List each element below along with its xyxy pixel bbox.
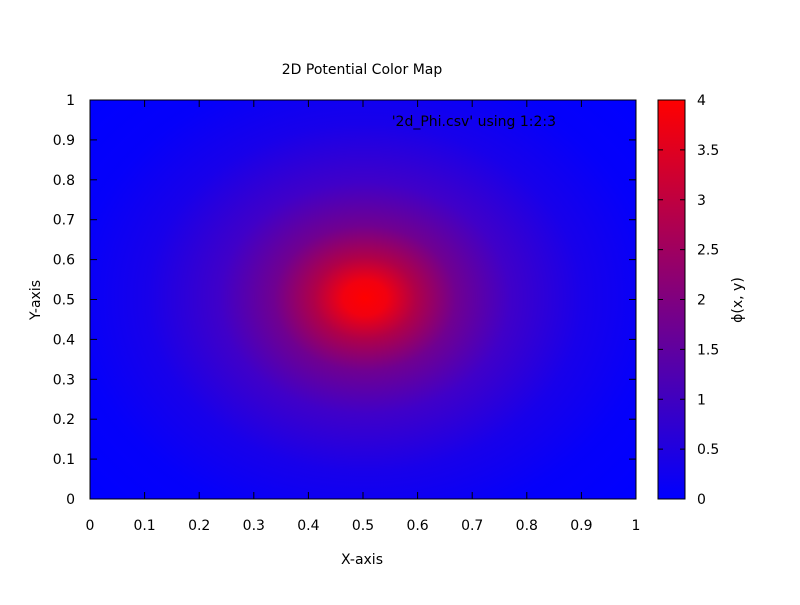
heatmap-area xyxy=(90,100,636,499)
x-tick-label: 0 xyxy=(86,518,95,534)
x-tick-label: 0.2 xyxy=(188,518,210,534)
colorbar-tick-label: 2.5 xyxy=(697,243,719,259)
colorbar-ticks: 0 0.5 1 1.5 2 2.5 3 3.5 4 xyxy=(658,93,719,508)
y-axis-ticks: 0 0.1 0.2 0.3 0.4 0.5 0.6 0.7 0.8 0.9 1 xyxy=(53,93,636,508)
x-tick-label: 0.4 xyxy=(297,518,319,534)
colorbar-tick-label: 3.5 xyxy=(697,143,719,159)
colorbar-tick-label: 4 xyxy=(697,93,706,109)
chart-title: 2D Potential Color Map xyxy=(282,62,443,78)
y-tick-label: 0.6 xyxy=(53,253,75,269)
x-axis-label: X-axis xyxy=(341,552,383,568)
y-tick-label: 0.1 xyxy=(53,452,75,468)
y-tick-label: 0.8 xyxy=(53,173,75,189)
x-tick-label: 0.5 xyxy=(352,518,374,534)
colorbar-tick-label: 0 xyxy=(697,492,706,508)
y-tick-label: 0 xyxy=(66,492,75,508)
x-tick-label: 0.8 xyxy=(516,518,538,534)
x-axis-ticks: 0 0.1 0.2 0.3 0.4 0.5 0.6 0.7 0.8 0.9 1 xyxy=(86,100,641,534)
colorbar-tick-label: 0.5 xyxy=(697,442,719,458)
x-tick-label: 0.9 xyxy=(570,518,592,534)
y-tick-label: 0.5 xyxy=(53,293,75,309)
legend-label: '2d_Phi.csv' using 1:2:3 xyxy=(392,114,556,130)
y-axis-label: Y-axis xyxy=(28,280,44,321)
y-tick-label: 0.9 xyxy=(53,133,75,149)
y-tick-label: 1 xyxy=(66,93,75,109)
colorbar-tick-label: 1 xyxy=(697,392,706,408)
x-tick-label: 0.7 xyxy=(461,518,483,534)
y-tick-label: 0.4 xyxy=(53,332,75,348)
x-tick-label: 0.3 xyxy=(243,518,265,534)
x-tick-label: 1 xyxy=(632,518,641,534)
y-tick-label: 0.7 xyxy=(53,213,75,229)
x-tick-label: 0.6 xyxy=(406,518,428,534)
x-tick-label: 0.1 xyxy=(133,518,155,534)
y-tick-label: 0.2 xyxy=(53,412,75,428)
colorbar-label: ϕ(x, y) xyxy=(730,277,746,323)
colorbar-tick-label: 3 xyxy=(697,193,706,209)
colorbar-tick-label: 1.5 xyxy=(697,342,719,358)
y-tick-label: 0.3 xyxy=(53,372,75,388)
colorbar-tick-label: 2 xyxy=(697,293,706,309)
